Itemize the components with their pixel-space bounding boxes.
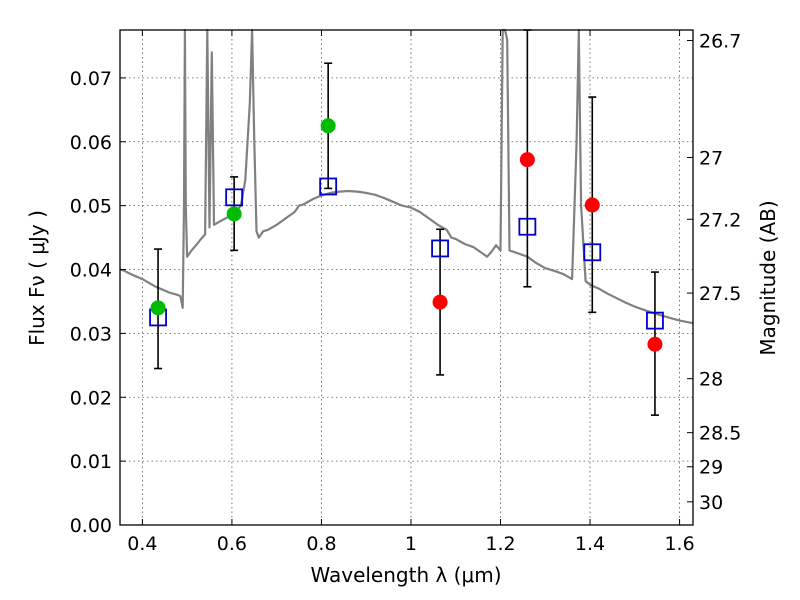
y-tick-label: 0.03 bbox=[70, 323, 112, 345]
model-flux-square bbox=[518, 217, 537, 236]
x-tick-label: 0.4 bbox=[127, 533, 157, 555]
y2-tick-label: 26.7 bbox=[699, 30, 741, 52]
y2-tick-label: 27 bbox=[699, 147, 723, 169]
observed-flux-point bbox=[519, 152, 535, 168]
y2-tick-label: 27.2 bbox=[699, 209, 741, 231]
y2-axis-label: Magnitude (AB) bbox=[756, 200, 780, 355]
x-axis-label: Wavelength λ (μm) bbox=[310, 563, 501, 587]
x-tick-label: 1.2 bbox=[485, 533, 515, 555]
y2-tick-label: 28 bbox=[699, 369, 723, 391]
ticks-layer bbox=[120, 30, 693, 526]
observed-flux-point bbox=[432, 294, 448, 310]
y-tick-label: 0.06 bbox=[70, 132, 112, 154]
x-tick-label: 0.6 bbox=[217, 533, 247, 555]
x-tick-label: 1.4 bbox=[575, 533, 605, 555]
observed-flux-point bbox=[584, 197, 600, 213]
model-flux-square bbox=[431, 239, 449, 258]
spectrum-line bbox=[119, 28, 694, 325]
model-flux-square bbox=[646, 311, 664, 330]
observed-flux-point bbox=[320, 118, 336, 134]
model-flux-square bbox=[319, 177, 338, 196]
model-flux-square bbox=[225, 188, 244, 207]
y2-tick-label: 28.5 bbox=[699, 423, 741, 445]
x-tick-label: 1.6 bbox=[664, 533, 694, 555]
y-tick-label: 0.05 bbox=[70, 196, 112, 218]
y-tick-label: 0.02 bbox=[70, 387, 112, 409]
y2-tick-label: 27.5 bbox=[699, 283, 741, 305]
model-flux-square bbox=[583, 243, 602, 262]
y-tick-label: 0.01 bbox=[70, 451, 112, 473]
spectrum-layer bbox=[119, 28, 694, 325]
tick-labels-layer: 0.4 0.6 0.8 1 1.2 1.4 1.6 0.00 0.01 0.02 0.03 0.04 0… bbox=[70, 30, 742, 555]
y2-tick-label: 30 bbox=[699, 492, 723, 514]
observed-flux-point bbox=[647, 336, 663, 352]
y2-tick-label: 29 bbox=[699, 457, 723, 479]
observed-flux-point bbox=[226, 206, 242, 222]
x-tick-label: 0.8 bbox=[306, 533, 336, 555]
observed-flux-point bbox=[150, 300, 166, 316]
y-tick-label: 0.04 bbox=[70, 260, 112, 282]
x-tick-label: 1 bbox=[405, 533, 417, 555]
plot-frame bbox=[119, 29, 694, 526]
markers-layer bbox=[149, 118, 664, 352]
y-tick-label: 0.00 bbox=[70, 515, 112, 537]
y-axis-label: Flux Fν ( μJy ) bbox=[25, 210, 49, 346]
y-tick-label: 0.07 bbox=[70, 68, 112, 90]
